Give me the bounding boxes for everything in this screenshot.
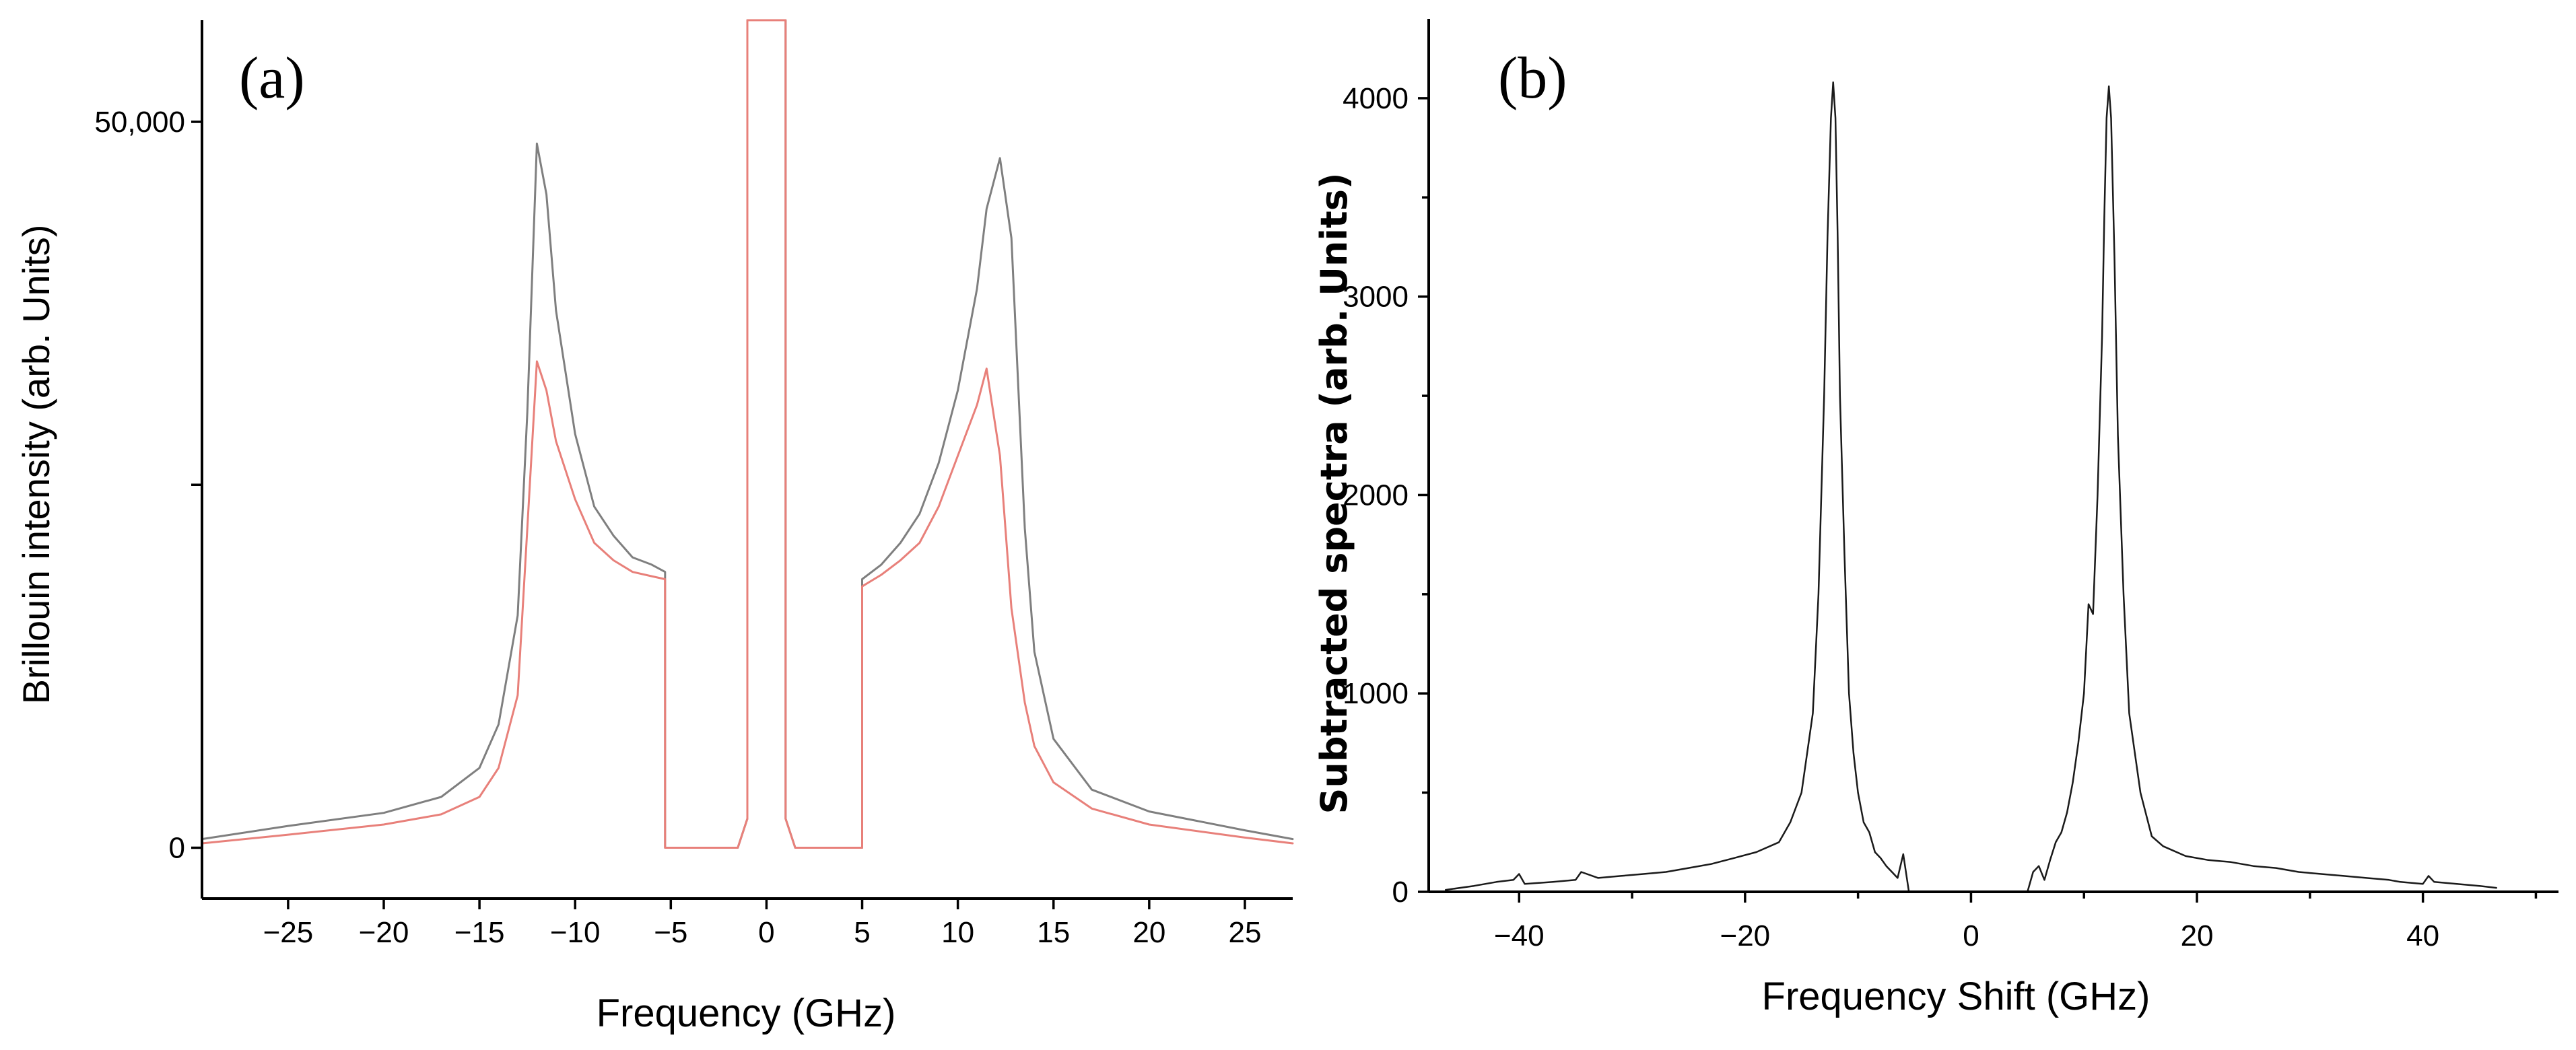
- panel-a-x-tick-label: 10: [941, 916, 974, 949]
- panel-b-y-tick-label: 2000: [1343, 479, 1409, 512]
- panel-a-x-tick-label: 5: [854, 916, 870, 949]
- panel-b-x-tick-label: 20: [2181, 919, 2214, 952]
- panel-b-y-axis-label: Subtracted spectra (arb. Units): [1313, 172, 1355, 814]
- panel-b-series-difference-part-2: [2027, 85, 2497, 893]
- panel-a-x-tick-label: −10: [550, 916, 601, 949]
- panel-b-x-tick-label: −40: [1494, 919, 1545, 952]
- panel-b-y-tick-label: 1000: [1343, 677, 1409, 710]
- panel-a-x-tick-label: −20: [359, 916, 409, 949]
- panel-b-series-difference-part-1: [1444, 81, 1910, 893]
- panel-b-series-group: [1444, 81, 2497, 893]
- panel-a-y-axis-label: Brillouin intensity (arb. Units): [15, 225, 57, 705]
- panel-a-label: (a): [239, 46, 305, 111]
- panel-b-y-tick-label: 4000: [1343, 82, 1409, 115]
- panel-a-x-axis-label: Frequency (GHz): [597, 991, 896, 1035]
- panel-a-axes: −25 −20 −15 −10 −5 0 5 10 15 20 25 0 50,000: [94, 20, 1293, 949]
- panel-b-label: (b): [1498, 46, 1567, 111]
- panel-a-series-red: [201, 19, 1294, 849]
- panel-a: −25 −20 −15 −10 −5 0 5 10 15 20 25 0 50,000 (a) Bril…: [15, 19, 1294, 1035]
- panel-a-x-tick-label: −25: [263, 916, 314, 949]
- panel-b-y-tick-label: 0: [1392, 876, 1409, 909]
- panel-a-x-tick-label: 15: [1037, 916, 1070, 949]
- panel-b-x-tick-label: 0: [1963, 919, 1979, 952]
- panel-a-y-tick-label: 0: [169, 832, 185, 865]
- panel-a-series-group: [201, 19, 1294, 849]
- panel-a-x-tick-label: −5: [654, 916, 687, 949]
- panel-a-x-tick-label: −15: [454, 916, 505, 949]
- panel-b-x-tick-label: −20: [1720, 919, 1771, 952]
- panel-b-x-tick-label: 40: [2406, 919, 2439, 952]
- panel-a-x-tick-label: 20: [1132, 916, 1165, 949]
- panel-b: −40 −20 0 20 40 0 1000 2000 3000 4000 (b) Subtrac…: [1313, 19, 2558, 1018]
- panel-a-y-tick-label: 50,000: [94, 106, 185, 139]
- panel-a-x-tick-label: 25: [1228, 916, 1261, 949]
- panel-a-x-tick-label: 0: [758, 916, 774, 949]
- panel-b-axes: −40 −20 0 20 40 0 1000 2000 3000 4000: [1343, 19, 2558, 952]
- panel-b-x-axis-label: Frequency Shift (GHz): [1762, 975, 2150, 1018]
- panel-b-y-tick-label: 3000: [1343, 281, 1409, 314]
